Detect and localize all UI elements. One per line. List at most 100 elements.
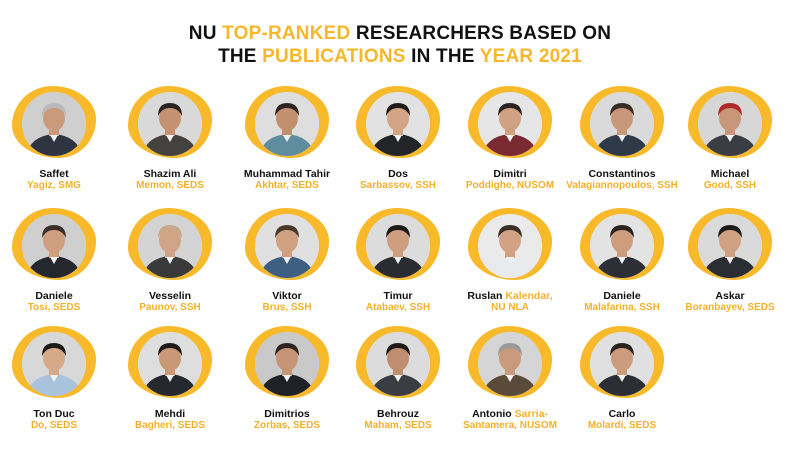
researcher-card: Michael Good, SSH: [670, 86, 790, 192]
researcher-card: Askar Boranbayev, SEDS: [670, 208, 790, 314]
researcher-surname-school: Poddighe, NUSOM: [465, 180, 555, 191]
first-name-text: Carlo: [608, 408, 636, 420]
researcher-first-name: Dimitrios: [227, 408, 347, 420]
researcher-first-name: Vesselin: [110, 290, 230, 302]
first-name-text: Dimitrios: [264, 408, 310, 420]
first-name-text: Vesselin: [148, 290, 192, 302]
portrait-illustration: [22, 92, 86, 156]
first-name-text: Timur: [383, 290, 413, 302]
portrait-illustration: [478, 92, 542, 156]
researcher-first-name: Daniele: [562, 290, 682, 302]
avatar: [478, 92, 542, 156]
researcher-card: Mehdi Bagheri, SEDS: [110, 326, 230, 432]
portrait-illustration: [590, 92, 654, 156]
researcher-first-name: Ton Duc: [0, 408, 114, 420]
researcher-surname-school: Atabaev, SSH: [365, 302, 431, 313]
researcher-card: Viktor Brus, SSH: [227, 208, 347, 314]
portrait-illustration: [255, 92, 319, 156]
researcher-photo: [466, 208, 554, 286]
avatar: [138, 214, 202, 278]
page-title: NU TOP-RANKED RESEARCHERS BASED ON THE P…: [0, 22, 800, 68]
first-name-text: Constantinos: [588, 168, 656, 180]
researcher-first-name: Behrouz: [338, 408, 458, 420]
avatar: [255, 92, 319, 156]
researcher-photo: [243, 326, 331, 404]
researcher-surname-school: Santamera, NUSOM: [463, 420, 557, 431]
avatar: [698, 214, 762, 278]
researcher-first-name: Michael: [670, 168, 790, 180]
researcher-photo: [126, 86, 214, 164]
researcher-surname-school: Zorbas, SEDS: [253, 420, 321, 431]
avatar: [255, 214, 319, 278]
researcher-photo: [354, 86, 442, 164]
researcher-card: Dimitrios Zorbas, SEDS: [227, 326, 347, 432]
title-highlight: TOP-RANKED: [222, 23, 351, 44]
portrait-illustration: [366, 214, 430, 278]
title-line-2: THE PUBLICATIONS IN THE YEAR 2021: [0, 45, 800, 68]
first-name-text: Ruslan: [467, 290, 506, 302]
avatar: [138, 92, 202, 156]
first-name-text: Daniele: [35, 290, 73, 302]
researcher-first-name: Saffet: [0, 168, 114, 180]
researcher-card: Ton Duc Do, SEDS: [0, 326, 114, 432]
title-line-1: NU TOP-RANKED RESEARCHERS BASED ON: [0, 22, 800, 45]
portrait-illustration: [255, 214, 319, 278]
researcher-surname-school: NU NLA: [491, 302, 529, 313]
avatar: [255, 332, 319, 396]
researcher-surname-school: Tosi, SEDS: [27, 302, 81, 313]
researcher-photo: [243, 208, 331, 286]
avatar: [22, 332, 86, 396]
researcher-card: Daniele Malafarina, SSH: [562, 208, 682, 314]
researcher-first-name: Carlo: [562, 408, 682, 420]
first-name-text: Dimitri: [493, 168, 527, 180]
first-name-text: Mehdi: [154, 408, 186, 420]
researcher-surname-school: Yagiz, SMG: [27, 180, 81, 191]
avatar: [698, 92, 762, 156]
researcher-first-name: Antonio Sarria-: [450, 408, 570, 420]
first-name-text: Muhammad Tahir: [243, 168, 331, 180]
portrait-illustration: [366, 332, 430, 396]
avatar: [366, 332, 430, 396]
avatar: [590, 332, 654, 396]
avatar: [138, 332, 202, 396]
researcher-first-name: Daniele: [0, 290, 114, 302]
researcher-photo: [686, 86, 774, 164]
researcher-surname-school: Maham, SEDS: [364, 420, 432, 431]
first-name-text: Shazim Ali: [143, 168, 197, 180]
researcher-surname-school: Akhtar, SEDS: [255, 180, 319, 191]
researcher-card: Daniele Tosi, SEDS: [0, 208, 114, 314]
avatar: [478, 214, 542, 278]
researcher-photo: [466, 326, 554, 404]
researcher-surname-school: Boranbayev, SEDS: [685, 302, 775, 313]
researcher-photo: [126, 208, 214, 286]
researcher-first-name: Timur: [338, 290, 458, 302]
researcher-card: Constantinos Valagiannopoulos, SSH: [562, 86, 682, 192]
researcher-surname-school: Paunov, SSH: [139, 302, 201, 313]
researcher-first-name: Dos: [338, 168, 458, 180]
researcher-photo: [243, 86, 331, 164]
first-name-text: Antonio: [472, 408, 515, 420]
researcher-first-name: Askar: [670, 290, 790, 302]
researcher-card: Muhammad Tahir Akhtar, SEDS: [227, 86, 347, 192]
title-text: RESEARCHERS BASED ON: [350, 23, 612, 44]
portrait-illustration: [22, 332, 86, 396]
researcher-card: Shazim Ali Memon, SEDS: [110, 86, 230, 192]
researcher-photo: [10, 208, 98, 286]
researcher-first-name: Muhammad Tahir: [227, 168, 347, 180]
researcher-surname-school: Bagheri, SEDS: [134, 420, 206, 431]
researcher-photo: [466, 86, 554, 164]
portrait-illustration: [22, 214, 86, 278]
researcher-surname-school: Memon, SEDS: [136, 180, 204, 191]
researcher-surname-school: Valagiannopoulos, SSH: [566, 180, 678, 191]
avatar: [590, 92, 654, 156]
researcher-card: Dimitri Poddighe, NUSOM: [450, 86, 570, 192]
title-text: THE: [218, 46, 263, 67]
researcher-surname-school: Good, SSH: [703, 180, 757, 191]
researcher-photo: [578, 326, 666, 404]
avatar: [22, 92, 86, 156]
portrait-illustration: [478, 214, 542, 278]
first-name-text: Behrouz: [377, 408, 419, 420]
researcher-card: Saffet Yagiz, SMG: [0, 86, 114, 192]
researcher-first-name: Mehdi: [110, 408, 230, 420]
